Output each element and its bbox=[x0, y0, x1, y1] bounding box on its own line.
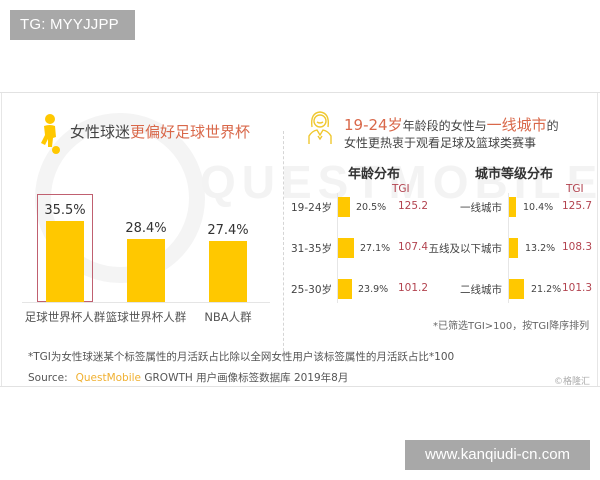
city-row-tgi: 101.3 bbox=[562, 282, 593, 294]
city-row-pct: 10.4% bbox=[523, 202, 554, 213]
age-bar bbox=[338, 238, 354, 258]
source-label: Source: bbox=[28, 372, 68, 384]
age-distribution-title: 年龄分布 bbox=[348, 167, 401, 182]
top-tag-label: TG: MYYJJPP bbox=[10, 10, 135, 40]
card-right-border bbox=[597, 93, 598, 386]
city-row-tgi: 108.3 bbox=[562, 241, 593, 253]
age-row-label: 25-30岁 bbox=[290, 284, 332, 296]
age-row-tgi: 107.4 bbox=[398, 241, 429, 253]
card-left-border bbox=[1, 93, 2, 386]
headline-text: 的 bbox=[546, 119, 559, 133]
city-tgi-header: TGI bbox=[566, 183, 584, 195]
title-plain: 女性球迷 bbox=[70, 123, 131, 141]
source-line: Source: QuestMobile GROWTH 用户画像标签数据库 2019… bbox=[28, 370, 348, 385]
bar-category-label: NBA人群 bbox=[204, 310, 252, 324]
woman-icon bbox=[308, 111, 332, 144]
bar-football-worldcup bbox=[46, 221, 84, 302]
chart-baseline bbox=[22, 302, 270, 303]
city-row-label: 二线城市 bbox=[460, 284, 502, 296]
right-headline-line1: 19-24岁年龄段的女性与一线城市的 bbox=[344, 114, 559, 135]
bottom-url-tag: www.kanqiudi-cn.com bbox=[405, 440, 590, 470]
left-section-title: 女性球迷更偏好足球世界杯 bbox=[70, 121, 250, 142]
city-distribution-title: 城市等级分布 bbox=[475, 167, 554, 182]
city-row-pct: 21.2% bbox=[531, 284, 562, 295]
age-row-tgi: 101.2 bbox=[398, 282, 429, 294]
age-row-pct: 20.5% bbox=[356, 202, 387, 213]
age-bar bbox=[338, 197, 350, 217]
age-row-pct: 23.9% bbox=[358, 284, 389, 295]
age-row-pct: 27.1% bbox=[360, 243, 391, 254]
right-headline-line2: 女性更热衷于观看足球及篮球类赛事 bbox=[344, 136, 537, 150]
city-row-label: 五线及以下城市 bbox=[428, 243, 503, 255]
city-row-tgi: 125.7 bbox=[562, 200, 593, 212]
source-detail: GROWTH 用户画像标签数据库 2019年8月 bbox=[144, 372, 349, 384]
section-divider bbox=[283, 131, 284, 356]
title-highlight: 更偏好足球世界杯 bbox=[130, 123, 251, 141]
filter-note: *已筛选TGI>100，按TGI降序排列 bbox=[433, 321, 590, 332]
city-bar bbox=[509, 238, 518, 258]
age-row-label: 19-24岁 bbox=[290, 202, 332, 214]
bar-category-label: 篮球世界杯人群 bbox=[105, 310, 187, 324]
soccer-player-icon bbox=[41, 114, 60, 154]
age-bar bbox=[338, 279, 352, 299]
bar-value: 35.5% bbox=[44, 203, 86, 218]
preference-bar-chart: 35.5% 28.4% 27.4% 足球世界杯人群 篮球世界杯人群 NBA人群 bbox=[0, 93, 283, 388]
city-row-pct: 13.2% bbox=[525, 243, 556, 254]
age-row-tgi: 125.2 bbox=[398, 200, 429, 212]
bar-nba bbox=[209, 241, 247, 302]
infographic-card: QUESTMOBILE 女性球迷更偏好足球世界杯 35.5% 28.4% 27.… bbox=[0, 92, 600, 387]
headline-age-highlight: 19-24岁 bbox=[344, 116, 403, 134]
age-row-label: 31-35岁 bbox=[290, 243, 332, 255]
bar-basketball-worldcup bbox=[127, 239, 165, 302]
age-tgi-header: TGI bbox=[392, 183, 410, 195]
city-axis bbox=[508, 193, 509, 303]
city-row-label: 一线城市 bbox=[460, 202, 502, 214]
age-axis bbox=[337, 193, 338, 303]
headline-city-highlight: 一线城市 bbox=[486, 116, 547, 134]
bar-value: 28.4% bbox=[125, 221, 167, 236]
tgi-definition-note: *TGI为女性球迷某个标签属性的月活跃占比除以全网女性用户该标签属性的月活跃占比… bbox=[28, 351, 455, 363]
headline-text: 年龄段的女性与 bbox=[402, 119, 487, 133]
city-bar bbox=[509, 279, 524, 299]
source-brand: QuestMobile bbox=[75, 372, 142, 384]
bar-value: 27.4% bbox=[207, 223, 249, 238]
bar-category-label: 足球世界杯人群 bbox=[24, 310, 106, 324]
city-bar bbox=[509, 197, 516, 217]
credit-watermark: ©格隆汇 bbox=[553, 377, 590, 387]
